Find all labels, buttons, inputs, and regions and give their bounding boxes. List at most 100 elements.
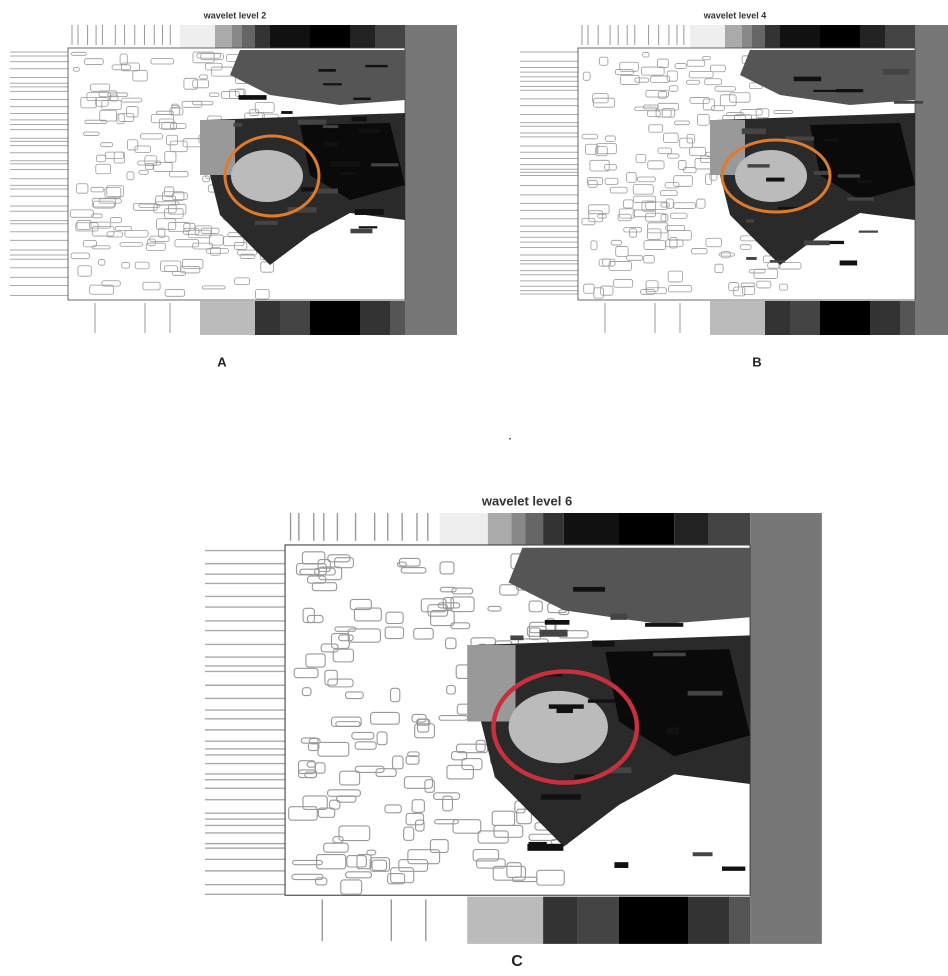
dark-patch <box>540 630 568 637</box>
dark-patch <box>281 111 292 114</box>
dark-patch <box>770 260 785 262</box>
dark-patch <box>323 125 338 128</box>
gray-region <box>200 120 235 175</box>
dark-patch <box>255 221 278 225</box>
dark-patch <box>592 640 614 646</box>
strip-block <box>467 897 543 944</box>
dark-patch <box>857 180 871 184</box>
dark-patch <box>825 139 837 142</box>
strip-block <box>564 513 619 545</box>
strip-block <box>525 513 543 545</box>
dark-patch <box>722 867 745 871</box>
light-region <box>735 150 807 202</box>
strip-block <box>688 897 729 944</box>
strip-block <box>270 25 310 48</box>
strip-block <box>511 513 525 545</box>
dark-patch <box>340 172 357 174</box>
strip-block <box>280 301 310 335</box>
figure: . wavelet level 2Awavelet level 4Bwavele… <box>0 0 948 976</box>
strip-block <box>900 301 915 335</box>
strip-block <box>765 301 790 335</box>
strip-block <box>215 25 232 48</box>
strip-block <box>885 25 915 48</box>
dark-patch <box>653 653 686 657</box>
dark-patch <box>324 142 337 147</box>
panel-label: A <box>217 354 227 369</box>
dark-patch <box>742 128 766 134</box>
strip-block <box>180 25 215 48</box>
strip-block <box>860 25 885 48</box>
separator: . <box>508 427 512 443</box>
segmentation-image <box>10 25 457 335</box>
strip-block <box>729 897 750 944</box>
strip-block <box>820 301 870 335</box>
strip-block <box>742 25 752 48</box>
strip-block <box>690 25 725 48</box>
strip-block <box>870 301 900 335</box>
strip-block <box>725 25 742 48</box>
strip-block <box>440 513 488 545</box>
dark-patch <box>610 614 627 620</box>
dark-patch <box>883 69 909 75</box>
panel-title: wavelet level 6 <box>481 493 572 508</box>
strip-block <box>232 25 242 48</box>
dark-patch <box>840 260 857 265</box>
strip-block <box>310 25 350 48</box>
strip-block <box>350 25 375 48</box>
dark-patch <box>323 83 342 85</box>
strip-block <box>200 301 255 335</box>
dark-patch <box>794 77 821 82</box>
dark-patch <box>588 699 615 702</box>
strip-block <box>242 25 255 48</box>
dark-patch <box>541 794 581 800</box>
dark-patch <box>365 65 388 67</box>
dark-patch <box>353 98 370 100</box>
dark-patch <box>331 161 361 166</box>
dark-patch <box>355 209 384 215</box>
dark-patch <box>766 178 784 182</box>
gray-bar <box>750 513 822 944</box>
dark-patch <box>371 163 398 166</box>
strip-block <box>578 897 619 944</box>
panel-label: C <box>511 953 523 970</box>
dark-patch <box>545 620 570 625</box>
dark-patch <box>319 69 336 72</box>
strip-block <box>790 301 820 335</box>
dark-patch <box>529 842 547 847</box>
gray-region <box>467 645 515 721</box>
strip-block <box>619 513 674 545</box>
strip-block <box>780 25 820 48</box>
light-region <box>231 150 303 202</box>
strip-block <box>543 897 578 944</box>
strip-block <box>710 301 765 335</box>
dark-patch <box>847 197 874 200</box>
dark-patch <box>298 120 326 125</box>
dark-patch <box>836 89 863 92</box>
strip-block <box>360 301 390 335</box>
dark-patch <box>814 171 829 175</box>
strip-block <box>390 301 405 335</box>
strip-block <box>488 513 511 545</box>
gray-bar <box>915 25 948 335</box>
dark-patch <box>693 852 713 856</box>
strip-block <box>255 25 270 48</box>
strip-block <box>375 25 405 48</box>
strip-block <box>820 25 860 48</box>
strip-block <box>674 513 709 545</box>
dark-patch <box>667 727 679 735</box>
segmentation-image <box>205 513 822 944</box>
dark-patch <box>804 240 830 245</box>
dark-patch <box>688 691 723 696</box>
segmentation-image <box>520 25 948 335</box>
strip-block <box>752 25 765 48</box>
dark-patch <box>894 101 923 104</box>
dark-patch <box>549 704 584 708</box>
dark-patch <box>557 709 573 714</box>
dark-patch <box>645 623 683 627</box>
dark-patch <box>746 257 756 260</box>
strip-block <box>543 513 564 545</box>
dark-patch <box>859 231 878 233</box>
dark-patch <box>748 164 770 167</box>
gray-bar <box>405 25 457 335</box>
dark-patch <box>350 229 372 234</box>
